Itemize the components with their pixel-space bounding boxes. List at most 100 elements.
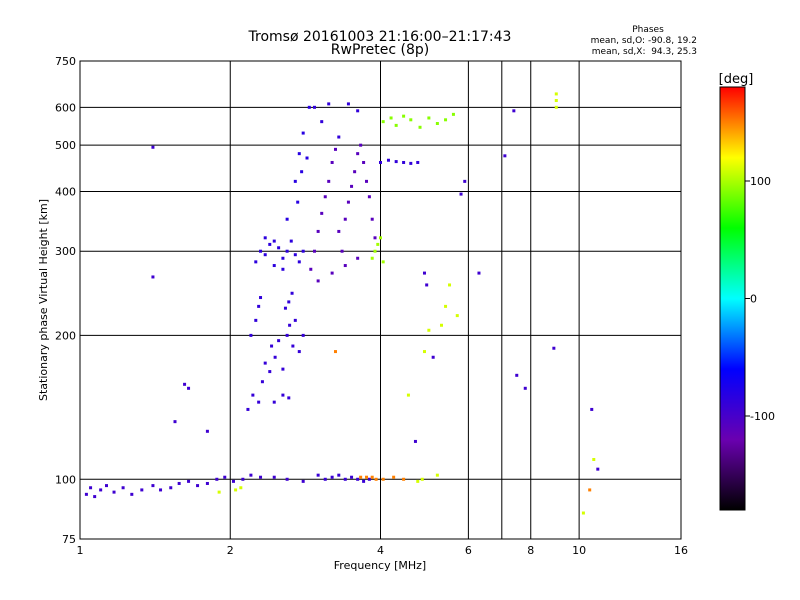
data-point bbox=[272, 239, 276, 243]
data-point bbox=[84, 492, 88, 496]
data-point bbox=[402, 477, 406, 481]
data-point bbox=[477, 271, 481, 275]
data-point bbox=[293, 253, 297, 257]
data-point bbox=[379, 236, 382, 240]
data-point bbox=[365, 179, 369, 183]
data-point bbox=[259, 475, 263, 479]
data-point bbox=[386, 158, 390, 162]
data-point bbox=[343, 477, 347, 481]
chart-subtitle: RwPretec (8p) bbox=[331, 42, 429, 58]
x-tick-label: 10 bbox=[572, 544, 586, 557]
y-tick-label: 300 bbox=[55, 245, 76, 258]
data-point bbox=[333, 350, 337, 354]
data-point bbox=[367, 195, 371, 199]
data-point bbox=[297, 152, 301, 156]
data-point bbox=[394, 123, 398, 127]
data-point bbox=[588, 488, 592, 492]
data-point bbox=[288, 323, 292, 327]
data-point bbox=[316, 279, 320, 283]
colorbar: [deg] 100 0 -100 bbox=[719, 72, 775, 511]
data-point bbox=[290, 291, 294, 295]
y-tick-label: 200 bbox=[55, 329, 76, 342]
data-point bbox=[392, 475, 396, 479]
data-point bbox=[420, 477, 424, 481]
data-point bbox=[205, 429, 209, 433]
data-point bbox=[592, 457, 596, 461]
colorbar-tick-label: 100 bbox=[750, 175, 771, 188]
data-point bbox=[285, 477, 289, 481]
data-point bbox=[323, 477, 327, 481]
grid bbox=[79, 60, 682, 540]
data-point bbox=[337, 135, 341, 139]
data-point bbox=[196, 484, 200, 488]
data-point bbox=[301, 479, 305, 483]
y-tick-label: 400 bbox=[55, 185, 76, 198]
data-point bbox=[343, 217, 347, 221]
data-point bbox=[217, 490, 221, 494]
data-point bbox=[359, 143, 363, 147]
data-point bbox=[596, 467, 600, 471]
data-point bbox=[333, 147, 337, 151]
data-point bbox=[300, 170, 304, 174]
data-point bbox=[340, 249, 344, 253]
data-point bbox=[89, 486, 93, 490]
data-point bbox=[301, 249, 305, 253]
data-point bbox=[330, 271, 334, 275]
data-point bbox=[177, 481, 181, 485]
data-point bbox=[440, 323, 444, 327]
data-point bbox=[263, 361, 267, 365]
data-point bbox=[330, 475, 334, 479]
data-point bbox=[373, 236, 377, 240]
data-point bbox=[277, 339, 281, 343]
data-point bbox=[285, 217, 289, 221]
data-point bbox=[287, 396, 291, 400]
data-point bbox=[301, 333, 305, 337]
data-point bbox=[285, 333, 289, 337]
data-point bbox=[259, 296, 263, 300]
data-point bbox=[272, 264, 276, 268]
data-point bbox=[389, 116, 393, 120]
data-point bbox=[257, 400, 261, 404]
data-point bbox=[151, 484, 155, 488]
data-point bbox=[346, 200, 350, 204]
data-point bbox=[285, 249, 289, 253]
data-point bbox=[409, 161, 413, 165]
data-point bbox=[316, 473, 320, 477]
data-point bbox=[307, 105, 311, 109]
colorbar-ticks: 100 0 -100 bbox=[745, 175, 775, 423]
data-point bbox=[305, 156, 309, 160]
y-tick-label: 75 bbox=[62, 533, 76, 546]
data-point bbox=[272, 400, 276, 404]
data-point bbox=[312, 249, 316, 253]
y-axis-label: Stationary phase Virtual Height [km] bbox=[37, 199, 50, 401]
data-point bbox=[406, 393, 410, 397]
y-tick-label: 600 bbox=[55, 101, 76, 114]
data-point bbox=[327, 179, 331, 183]
data-point bbox=[379, 160, 382, 164]
data-point bbox=[287, 300, 291, 304]
data-point bbox=[277, 246, 281, 250]
data-point bbox=[320, 120, 324, 124]
stats-line-x: mean, sd,X: 94.3, 25.3 bbox=[592, 47, 697, 57]
x-tick-label: 6 bbox=[465, 544, 472, 557]
data-point bbox=[293, 179, 297, 183]
data-point bbox=[350, 184, 354, 188]
data-point bbox=[270, 344, 274, 348]
data-point bbox=[394, 160, 398, 164]
data-point bbox=[293, 318, 297, 322]
data-point bbox=[422, 271, 426, 275]
data-point bbox=[183, 382, 187, 386]
data-point bbox=[503, 154, 507, 158]
data-point bbox=[273, 355, 277, 359]
data-point bbox=[427, 116, 431, 120]
data-point bbox=[112, 490, 116, 494]
data-point bbox=[151, 275, 155, 279]
data-point bbox=[362, 160, 366, 164]
data-point bbox=[187, 479, 191, 483]
data-point bbox=[376, 242, 380, 246]
data-point bbox=[370, 217, 374, 221]
data-point bbox=[418, 125, 422, 129]
data-point bbox=[268, 242, 272, 246]
y-tick-label: 500 bbox=[55, 139, 76, 152]
